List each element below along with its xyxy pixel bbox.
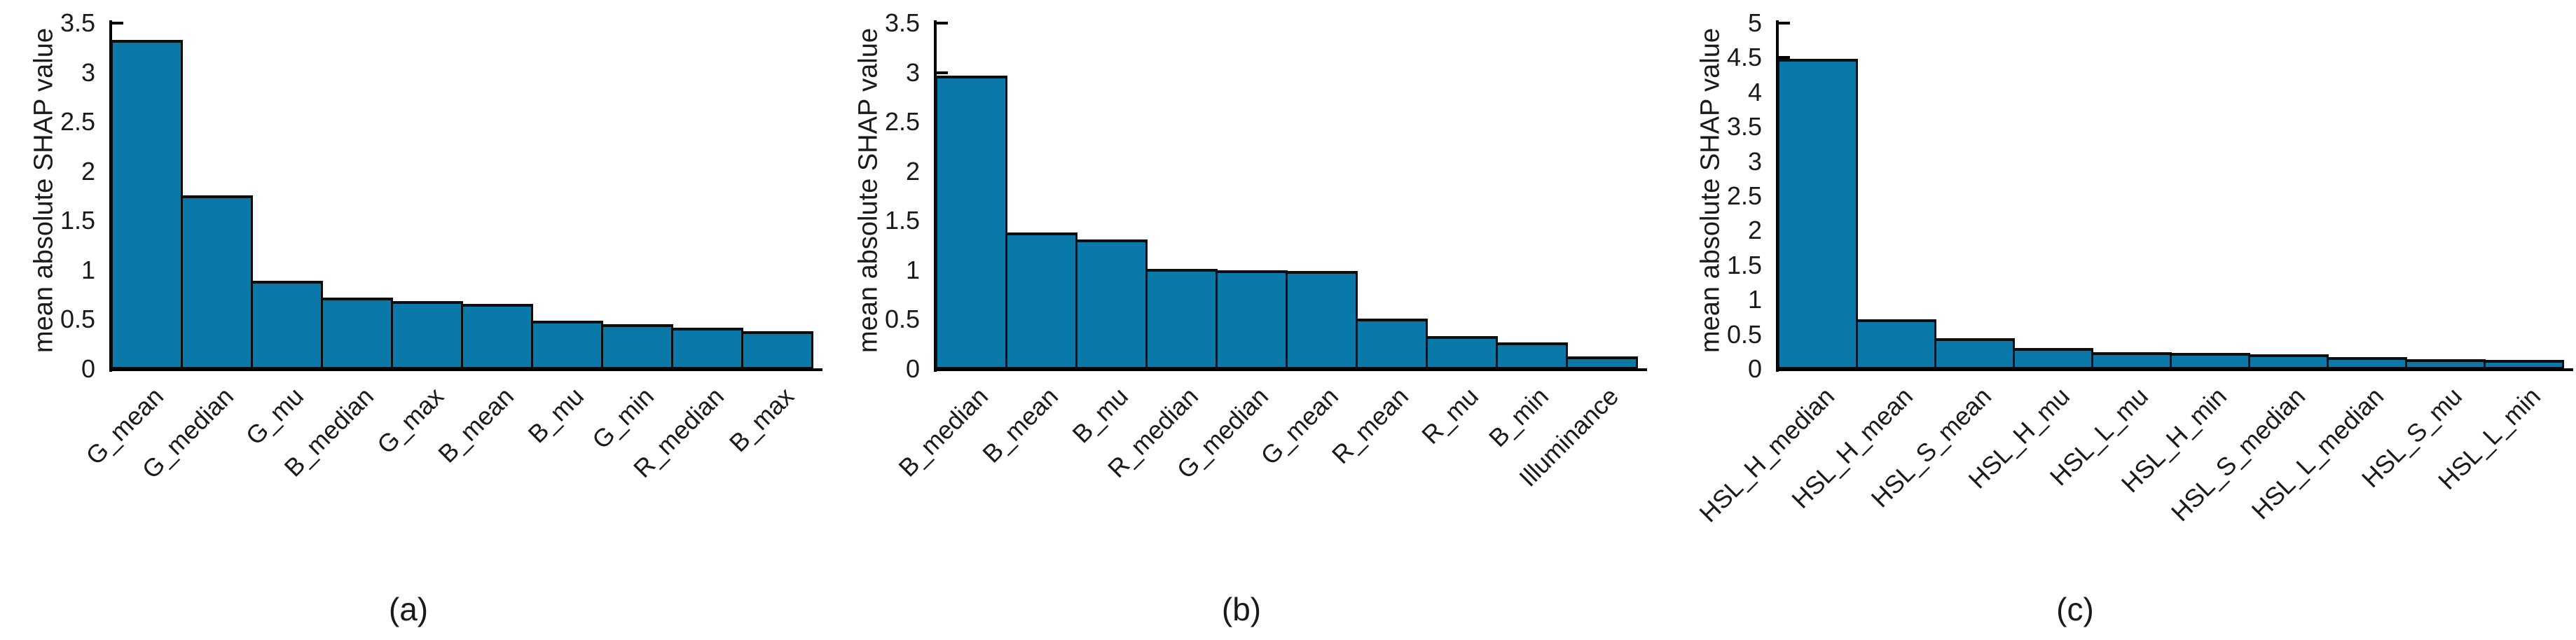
bar-HSL_L_min [2484, 360, 2564, 369]
y-tick-label: 0.5 [884, 305, 920, 334]
panel-caption: (a) [388, 591, 429, 627]
x-tick-label-HSL_S_median: HSL_S_median [2165, 382, 2310, 527]
y-tick-label: 3 [1747, 146, 1762, 176]
bar-G_max [391, 301, 463, 369]
x-tick-label-B_mean: B_mean [977, 382, 1063, 468]
bar-G_median [181, 195, 253, 369]
y-tick-label: 2 [81, 156, 95, 186]
bar-R_median [671, 328, 743, 369]
x-axis-line [1776, 368, 2573, 371]
bar-HSL_S_median [2248, 354, 2329, 369]
bar-HSL_S_mu [2405, 359, 2486, 369]
bar-B_min [1496, 342, 1568, 369]
y-tick-label: 4 [1747, 77, 1762, 106]
x-tick-label-B_mu: B_mu [1066, 382, 1134, 449]
bar-B_max [741, 331, 813, 369]
panel-caption: (b) [1221, 591, 1262, 627]
bar-HSL_S_mean [1934, 338, 2015, 369]
bar-HSL_H_min [2170, 353, 2250, 369]
panel-caption: (c) [2056, 591, 2094, 627]
bar-G_mean [1286, 271, 1358, 369]
x-tick-label-G_mean: G_mean [1255, 382, 1344, 471]
y-tick-label: 3.5 [1726, 112, 1762, 141]
y-axis-title: mean absolute SHAP value [853, 27, 883, 354]
y-tick-label: 1 [905, 255, 920, 284]
x-tick-label-R_mean: R_mean [1325, 382, 1414, 470]
y-tick-label: 3.5 [60, 8, 95, 37]
y-tick-label: 0.5 [1726, 319, 1762, 349]
bar-B_mean [1005, 232, 1077, 369]
y-tick-label: 3 [81, 57, 95, 87]
panel-c: 0 0.5 1 1.5 2 2.5 3 3.5 4 4.5 5 mean absolute SHAP … [1693, 0, 2576, 640]
y-tick-label: 3 [905, 57, 920, 87]
y-tick-label: 3.5 [884, 8, 920, 37]
y-tick-label: 2.5 [884, 107, 920, 137]
y-tick-label: 4.5 [1726, 43, 1762, 72]
y-tick-label: 0 [81, 354, 95, 383]
bar-HSL_L_mu [2091, 352, 2172, 369]
bar-HSL_L_median [2327, 357, 2407, 369]
x-tick-label-R_mu: R_mu [1416, 382, 1484, 450]
y-tick-mark [1779, 56, 1790, 60]
x-tick-label-HSL_H_median: HSL_H_median [1693, 382, 1840, 528]
bar-Illuminance [1566, 356, 1638, 369]
bar-HSL_H_median [1777, 59, 1858, 369]
x-axis-line [109, 368, 822, 371]
x-tick-label-B_median: B_median [893, 382, 993, 482]
x-axis-line [934, 368, 1647, 371]
y-tick-label: 1 [81, 255, 95, 284]
panel-b: 0 0.5 1 1.5 2 2.5 3 3.5 mean absolute SHAP value… [854, 0, 1702, 640]
y-tick-label: 1.5 [884, 206, 920, 235]
y-axis-title: mean absolute SHAP value [1695, 27, 1726, 354]
y-tick-label: 0.5 [60, 305, 95, 334]
bar-HSL_H_mu [2013, 348, 2093, 369]
bar-R_median [1145, 269, 1218, 369]
bar-B_median [321, 298, 393, 369]
bar-G_median [1215, 270, 1288, 369]
bar-G_mean [111, 40, 183, 369]
bar-B_mean [461, 304, 533, 369]
y-tick-mark [112, 22, 123, 25]
y-tick-label: 2 [905, 156, 920, 186]
y-tick-label: 2.5 [1726, 181, 1762, 210]
bar-B_mu [1075, 239, 1148, 369]
bar-R_mu [1426, 336, 1498, 369]
y-tick-label: 0 [1747, 354, 1762, 383]
y-axis-title: mean absolute SHAP value [29, 27, 59, 354]
x-tick-label-B_mean: B_mean [432, 382, 519, 468]
y-tick-label: 1 [1747, 285, 1762, 314]
y-tick-mark [937, 22, 948, 25]
y-tick-mark [937, 71, 948, 74]
y-tick-label: 1.5 [1726, 250, 1762, 279]
y-tick-label: 2.5 [60, 107, 95, 137]
bar-B_median [935, 76, 1007, 369]
bar-G_mu [251, 281, 323, 369]
y-tick-label: 0 [905, 354, 920, 383]
x-tick-label-HSL_L_median: HSL_L_median [2245, 382, 2389, 525]
x-tick-label-B_max: B_max [723, 382, 799, 458]
y-tick-label: 1.5 [60, 206, 95, 235]
bar-G_min [601, 324, 673, 369]
bar-HSL_H_mean [1856, 319, 1936, 369]
y-tick-label: 5 [1747, 8, 1762, 37]
bar-R_mean [1356, 319, 1428, 369]
bar-B_mu [531, 321, 603, 369]
panel-a: 0 0.5 1 1.5 2 2.5 3 3.5 mean absolute SHAP value… [0, 0, 862, 640]
y-tick-label: 2 [1747, 216, 1762, 245]
x-tick-label-B_mu: B_mu [522, 382, 589, 449]
y-tick-mark [1779, 22, 1790, 25]
